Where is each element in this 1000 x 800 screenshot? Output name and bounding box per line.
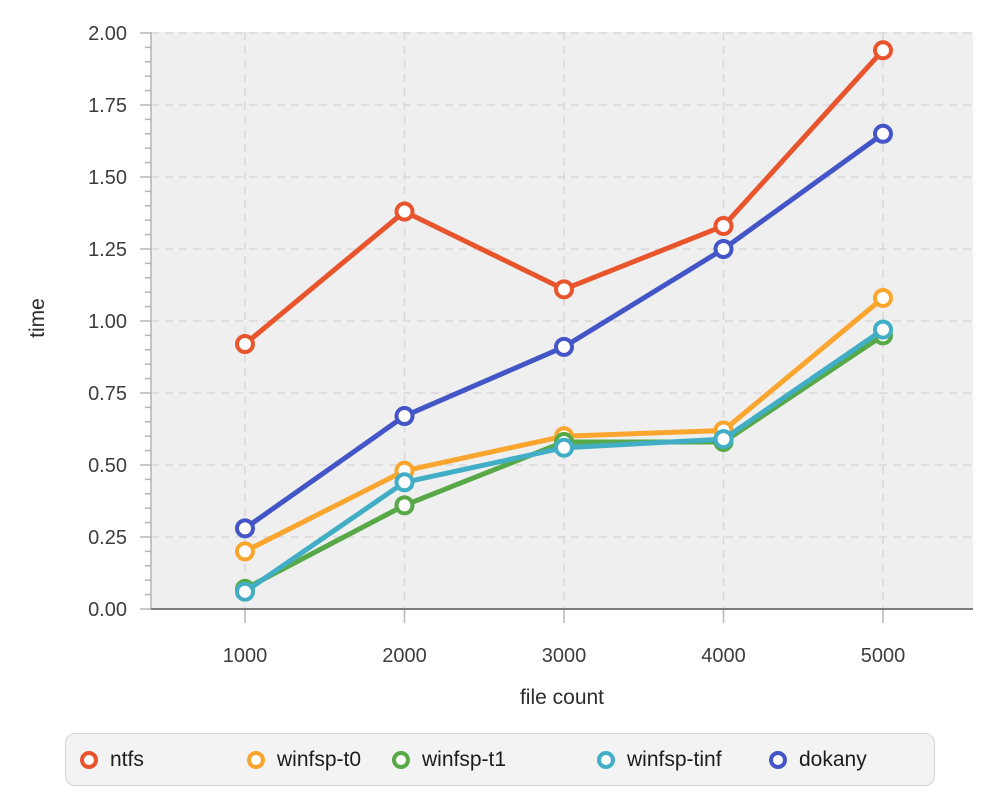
legend-label: dokany <box>799 747 867 771</box>
y-axis-title: time <box>26 298 49 338</box>
winfsp-t0-series-marker-icon <box>247 750 265 769</box>
chart-svg: 0.00 0.25 0.50 0.75 1.00 1.25 1.50 1.75 2.00 1000… <box>26 23 973 709</box>
dokany-data-point <box>235 518 255 539</box>
winfsp-t1-series-marker-icon <box>392 750 410 769</box>
dokany-data-point <box>713 239 734 259</box>
ntfs-data-point <box>235 334 255 355</box>
legend-item-ntfs: ntfs <box>80 734 144 785</box>
x-tick-label: 4000 <box>701 645 746 667</box>
x-tick-label: 5000 <box>861 645 906 667</box>
legend-label: winfsp-t1 <box>422 747 507 771</box>
plot-area: 0.00 0.25 0.50 0.75 1.00 1.25 1.50 1.75 2.00 1000… <box>88 23 973 667</box>
dokany-data-point <box>394 406 415 427</box>
winfsp-t0-data-point <box>873 287 893 308</box>
ntfs-data-point <box>713 215 734 236</box>
legend-label: ntfs <box>110 747 144 771</box>
y-tick-label: 1.75 <box>88 95 127 117</box>
winfsp-tinf-data-point <box>394 472 415 493</box>
dokany-series-marker-icon <box>769 750 787 769</box>
y-tick-label: 1.25 <box>88 239 127 261</box>
ntfs-data-point <box>554 279 574 300</box>
x-tick-label: 1000 <box>223 645 268 667</box>
y-tick-label: 0.00 <box>88 599 127 621</box>
y-tick-label: 0.50 <box>88 455 127 477</box>
x-axis-title: file count <box>520 686 604 709</box>
winfsp-t1-data-point <box>394 495 415 516</box>
ntfs-data-point <box>873 40 893 61</box>
chart-legend: ntfs winfsp-t0 winfsp-t1 winfsp-tinf dok… <box>65 733 935 786</box>
legend-label: winfsp-tinf <box>627 747 722 771</box>
legend-label: winfsp-t0 <box>277 747 362 771</box>
winfsp-t0-data-point <box>235 541 255 562</box>
legend-item-dokany: dokany <box>769 734 867 785</box>
winfsp-tinf-data-point <box>713 429 734 450</box>
y-tick-label: 0.25 <box>88 527 127 549</box>
legend-item-winfsp-t0: winfsp-t0 <box>247 734 361 785</box>
y-tick-label: 1.50 <box>88 167 127 189</box>
x-tick-label: 2000 <box>382 645 427 667</box>
y-tick-label: 1.00 <box>88 311 127 333</box>
winfsp-tinf-data-point <box>235 581 255 602</box>
ntfs-data-point <box>394 201 415 222</box>
dokany-data-point <box>873 123 893 144</box>
y-tick-label: 0.75 <box>88 383 127 405</box>
winfsp-tinf-data-point <box>554 437 574 458</box>
legend-item-winfsp-t1: winfsp-t1 <box>392 734 506 785</box>
ntfs-series-marker-icon <box>80 750 98 769</box>
winfsp-tinf-data-point <box>873 319 893 340</box>
y-tick-label: 2.00 <box>88 23 127 45</box>
dokany-data-point <box>554 336 574 357</box>
legend-item-winfsp-tinf: winfsp-tinf <box>597 734 722 785</box>
winfsp-tinf-series-marker-icon <box>597 750 615 769</box>
x-tick-label: 3000 <box>542 645 587 667</box>
